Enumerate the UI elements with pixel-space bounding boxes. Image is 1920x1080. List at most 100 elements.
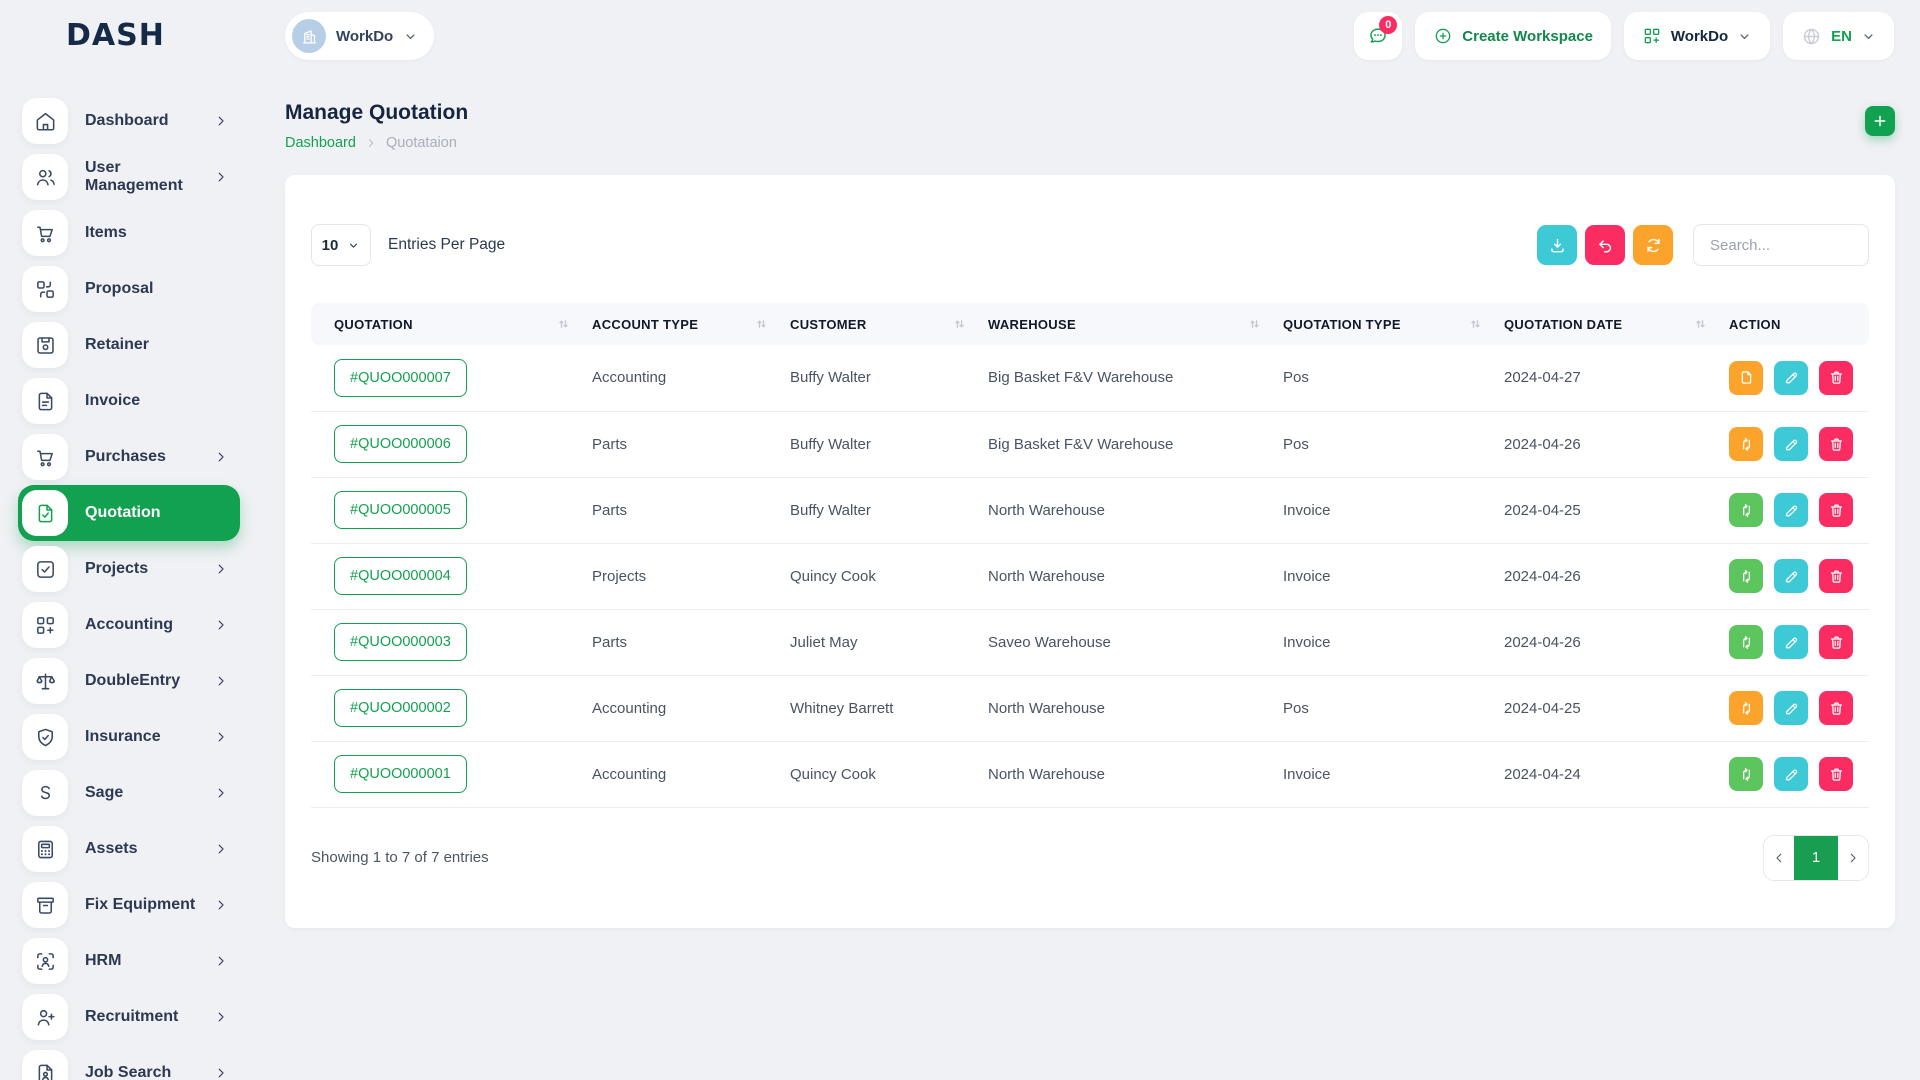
language-selector[interactable]: EN <box>1783 12 1894 60</box>
sidebar-item-label: Purchases <box>85 448 166 465</box>
edit-button[interactable] <box>1774 427 1809 461</box>
swap-icon <box>1738 634 1755 651</box>
warehouse-cell: North Warehouse <box>976 675 1271 742</box>
table-toolbar: 10 Entries Per Page <box>311 224 1869 266</box>
chevron-down-icon <box>403 29 418 44</box>
convert-button[interactable] <box>1729 360 1763 395</box>
edit-button[interactable] <box>1774 360 1809 395</box>
column-header-quotation[interactable]: QUOTATION <box>311 303 580 345</box>
account-type-cell: Parts <box>580 477 778 544</box>
sidebar-item-hrm[interactable]: HRM <box>18 933 240 989</box>
edit-button[interactable] <box>1774 757 1809 791</box>
sidebar-item-projects[interactable]: Projects <box>18 541 240 597</box>
pencil-icon <box>1783 634 1800 651</box>
sidebar-item-insurance[interactable]: Insurance <box>18 709 240 765</box>
search-input[interactable] <box>1693 224 1869 266</box>
sidebar-item-label: Retainer <box>85 336 150 353</box>
sidebar-item-accounting[interactable]: Accounting <box>18 597 240 653</box>
workspace-avatar <box>292 19 326 53</box>
convert-button[interactable] <box>1729 427 1763 461</box>
sidebar-item-label: Accounting <box>85 616 173 633</box>
quotation-badge[interactable]: #QUOO000003 <box>334 623 467 661</box>
table-row: #QUOO000003 Parts Juliet May Saveo Wareh… <box>311 609 1869 676</box>
customer-cell: Juliet May <box>778 609 976 676</box>
sidebar-item-invoice[interactable]: Invoice <box>18 373 240 429</box>
sidebar-item-label: Assets <box>85 840 138 857</box>
column-header-action: ACTION <box>1717 303 1869 345</box>
file-person-icon <box>22 1050 68 1080</box>
workdo-menu-button[interactable]: WorkDo <box>1623 12 1771 60</box>
download-icon <box>1548 236 1567 255</box>
edit-button[interactable] <box>1774 493 1809 527</box>
delete-button[interactable] <box>1819 691 1854 725</box>
sidebar-item-retainer[interactable]: Retainer <box>18 317 240 373</box>
convert-button[interactable] <box>1729 625 1763 659</box>
sidebar-item-user-management[interactable]: User Management <box>18 149 240 205</box>
sidebar-item-job-search[interactable]: Job Search <box>18 1045 240 1080</box>
convert-button[interactable] <box>1729 691 1763 725</box>
sidebar-item-doubleentry[interactable]: DoubleEntry <box>18 653 240 709</box>
column-header-quotation-date[interactable]: QUOTATION DATE <box>1492 303 1717 345</box>
sidebar-item-recruitment[interactable]: Recruitment <box>18 989 240 1045</box>
sidebar-item-purchases[interactable]: Purchases <box>18 429 240 485</box>
workspace-switcher[interactable]: WorkDo <box>285 12 435 60</box>
trash-icon <box>1828 502 1845 519</box>
quotation-badge[interactable]: #QUOO000005 <box>334 491 467 529</box>
pagination-next[interactable] <box>1838 835 1868 880</box>
breadcrumb-dashboard-link[interactable]: Dashboard <box>285 135 356 151</box>
delete-button[interactable] <box>1819 757 1854 791</box>
quotation-badge[interactable]: #QUOO000007 <box>334 358 467 397</box>
create-workspace-button[interactable]: Create Workspace <box>1415 12 1611 60</box>
edit-button[interactable] <box>1774 691 1809 725</box>
floppy-icon <box>22 322 68 368</box>
pagination-page-1[interactable]: 1 <box>1794 835 1838 880</box>
entries-per-page-select[interactable]: 10 <box>311 224 371 266</box>
quotation-type-cell: Invoice <box>1271 477 1492 544</box>
sidebar-item-label: Invoice <box>85 392 141 409</box>
brand-logo[interactable]: DASH <box>0 21 260 51</box>
sidebar-item-assets[interactable]: Assets <box>18 821 240 877</box>
sidebar-item-label: Items <box>85 224 127 241</box>
sidebar-item-items[interactable]: Items <box>18 205 240 261</box>
table-row: #QUOO000004 Projects Quincy Cook North W… <box>311 543 1869 610</box>
convert-button[interactable] <box>1729 559 1763 593</box>
quotation-badge[interactable]: #QUOO000006 <box>334 425 467 463</box>
add-quotation-button[interactable] <box>1865 106 1895 136</box>
quotation-badge[interactable]: #QUOO000001 <box>334 755 467 793</box>
refresh-button[interactable] <box>1633 225 1673 265</box>
pencil-icon <box>1783 436 1800 453</box>
delete-button[interactable] <box>1819 360 1854 395</box>
pagination: 1 <box>1763 834 1869 881</box>
column-header-warehouse[interactable]: WAREHOUSE <box>976 303 1271 345</box>
undo-button[interactable] <box>1585 225 1625 265</box>
sidebar-item-label: Job Search <box>85 1064 172 1080</box>
column-header-quotation-type[interactable]: QUOTATION TYPE <box>1271 303 1492 345</box>
convert-button[interactable] <box>1729 493 1763 527</box>
edit-button[interactable] <box>1774 559 1809 593</box>
column-header-customer[interactable]: CUSTOMER <box>778 303 976 345</box>
pagination-prev[interactable] <box>1764 835 1794 880</box>
delete-button[interactable] <box>1819 427 1854 461</box>
pencil-icon <box>1783 568 1800 585</box>
sidebar-item-proposal[interactable]: Proposal <box>18 261 240 317</box>
person-focus-icon <box>22 938 68 984</box>
delete-button[interactable] <box>1819 625 1854 659</box>
sidebar-item-dashboard[interactable]: Dashboard <box>18 93 240 149</box>
delete-button[interactable] <box>1819 493 1854 527</box>
messages-button[interactable]: 0 <box>1354 12 1403 60</box>
edit-button[interactable] <box>1774 625 1809 659</box>
sidebar-nav: Dashboard User Management Items Proposal… <box>0 72 260 1080</box>
sidebar-item-quotation[interactable]: Quotation <box>18 485 240 541</box>
convert-button[interactable] <box>1729 757 1763 791</box>
export-button[interactable] <box>1537 225 1577 265</box>
delete-button[interactable] <box>1819 559 1854 593</box>
sidebar-item-sage[interactable]: Sage <box>18 765 240 821</box>
quotation-badge[interactable]: #QUOO000002 <box>334 689 467 727</box>
sidebar-item-label: Quotation <box>85 504 161 521</box>
customer-cell: Whitney Barrett <box>778 675 976 742</box>
sidebar-item-fix-equipment[interactable]: Fix Equipment <box>18 877 240 933</box>
quotation-badge[interactable]: #QUOO000004 <box>334 557 467 595</box>
table-row: #QUOO000007 Accounting Buffy Walter Big … <box>311 345 1869 412</box>
account-type-cell: Accounting <box>580 675 778 742</box>
column-header-account-type[interactable]: ACCOUNT TYPE <box>580 303 778 345</box>
